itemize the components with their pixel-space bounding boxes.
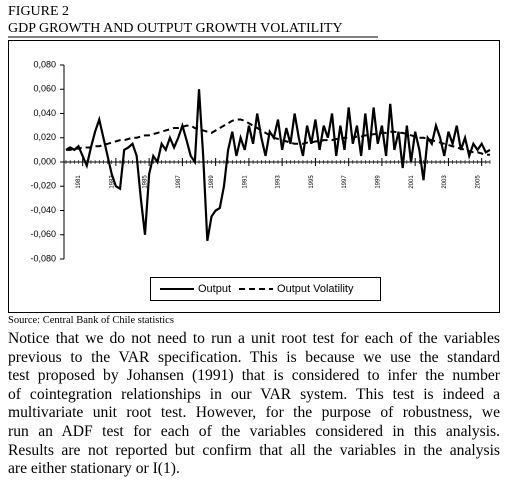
figure: FIGURE 2 GDP GROWTH AND OUTPUT GROWTH VO… [8, 4, 500, 313]
x-tick-label: 2001 [409, 175, 415, 189]
x-tick-label: 1993 [276, 175, 282, 189]
body-line: test proposed by Johansen (1991) that is… [8, 367, 500, 385]
y-tick-label: 0,080 [33, 59, 56, 69]
x-tick-label: 2003 [442, 175, 448, 189]
y-tick-label: 0,020 [33, 132, 56, 142]
y-tick-label: -0,040 [30, 205, 56, 215]
chart-frame [8, 40, 500, 313]
source-note: Source: Central Bank of Chile statistics [8, 315, 174, 326]
y-tick-label: 0,060 [33, 84, 56, 94]
x-tick-label: 1991 [242, 175, 248, 189]
chart-title: GDP GROWTH AND OUTPUT GROWTH VOLATILITY [8, 21, 343, 36]
x-tick-label: 1981 [76, 175, 82, 189]
x-tick-label: 1987 [176, 175, 182, 189]
y-tick-label: 0,040 [33, 108, 56, 118]
x-tick-label: 2005 [475, 175, 481, 189]
legend-label: Output Volatility [277, 283, 354, 295]
y-tick-label: -0,020 [30, 181, 56, 191]
legend-label: Output [198, 283, 231, 295]
y-tick-label: -0,080 [30, 253, 56, 263]
body-line: multivariate unit root test. However, fo… [8, 404, 500, 422]
body-line: Results are not reported but confirm tha… [8, 441, 500, 459]
y-tick-label: 0,000 [33, 156, 56, 166]
body-text: Notice that we do not need to run a unit… [8, 330, 500, 479]
series-line [66, 118, 490, 156]
y-tick-label: -0,060 [30, 229, 56, 239]
x-tick-label: 1997 [342, 175, 348, 189]
body-line: run an ADF test for each of the variable… [8, 422, 500, 440]
body-line: of cointegration relationships in our VA… [8, 385, 500, 403]
x-tick-label: 1999 [375, 175, 381, 189]
series-line [65, 89, 491, 241]
x-tick-label: 1989 [209, 175, 215, 189]
figure-label: FIGURE 2 [8, 4, 69, 19]
body-line: Notice that we do not need to run a unit… [8, 330, 500, 347]
x-tick-label: 1985 [143, 175, 149, 189]
x-tick-label: 1995 [309, 175, 315, 189]
legend-box [150, 277, 381, 301]
x-tick-label: 1983 [109, 175, 115, 189]
body-line: are either stationary or I(1). [8, 460, 180, 478]
body-line: previous to the VAR specification. This … [8, 348, 500, 366]
